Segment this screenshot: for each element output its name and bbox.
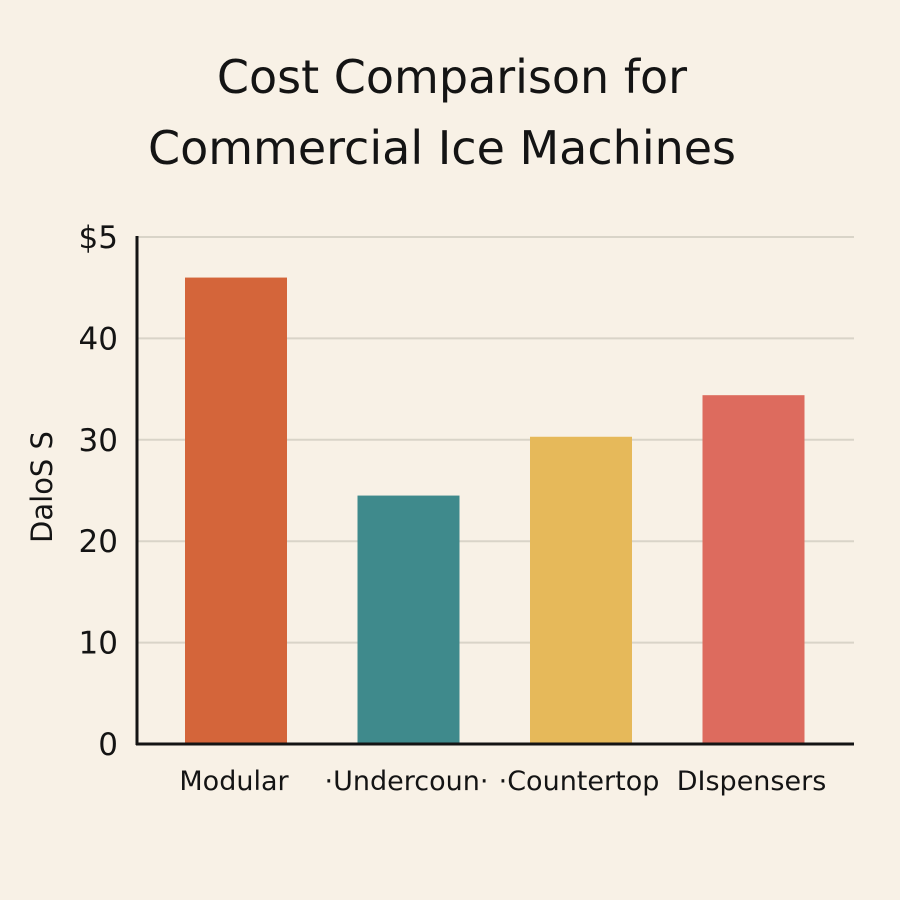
bar [530,436,632,744]
bar [702,395,805,744]
bar [185,277,287,744]
axes [135,236,854,746]
y-tick-labels: 0 10 20 30 40 $5 [79,220,118,763]
x-tick-labels: Modular ·Undercoun· ·Countertop DIspensers [179,766,826,797]
bar [357,495,460,744]
bars [185,277,805,744]
y-tick-label: 40 [79,321,118,357]
x-tick-label: ·Undercoun· [325,766,489,797]
y-tick-label: 20 [79,524,118,560]
y-axis-label: DaloS S [25,431,59,543]
x-tick-label: Modular [179,766,289,797]
chart-title-line-2: Commercial Ice Machines [148,121,736,175]
x-tick-label: ·Countertop [499,766,660,797]
y-tick-label: 30 [79,423,118,459]
y-tick-label: 10 [79,626,118,662]
y-tick-label: 0 [98,727,118,763]
x-tick-label: DIspensers [677,766,827,797]
y-tick-label: $5 [79,220,118,256]
chart-title-line-1: Cost Comparison for [217,50,687,104]
